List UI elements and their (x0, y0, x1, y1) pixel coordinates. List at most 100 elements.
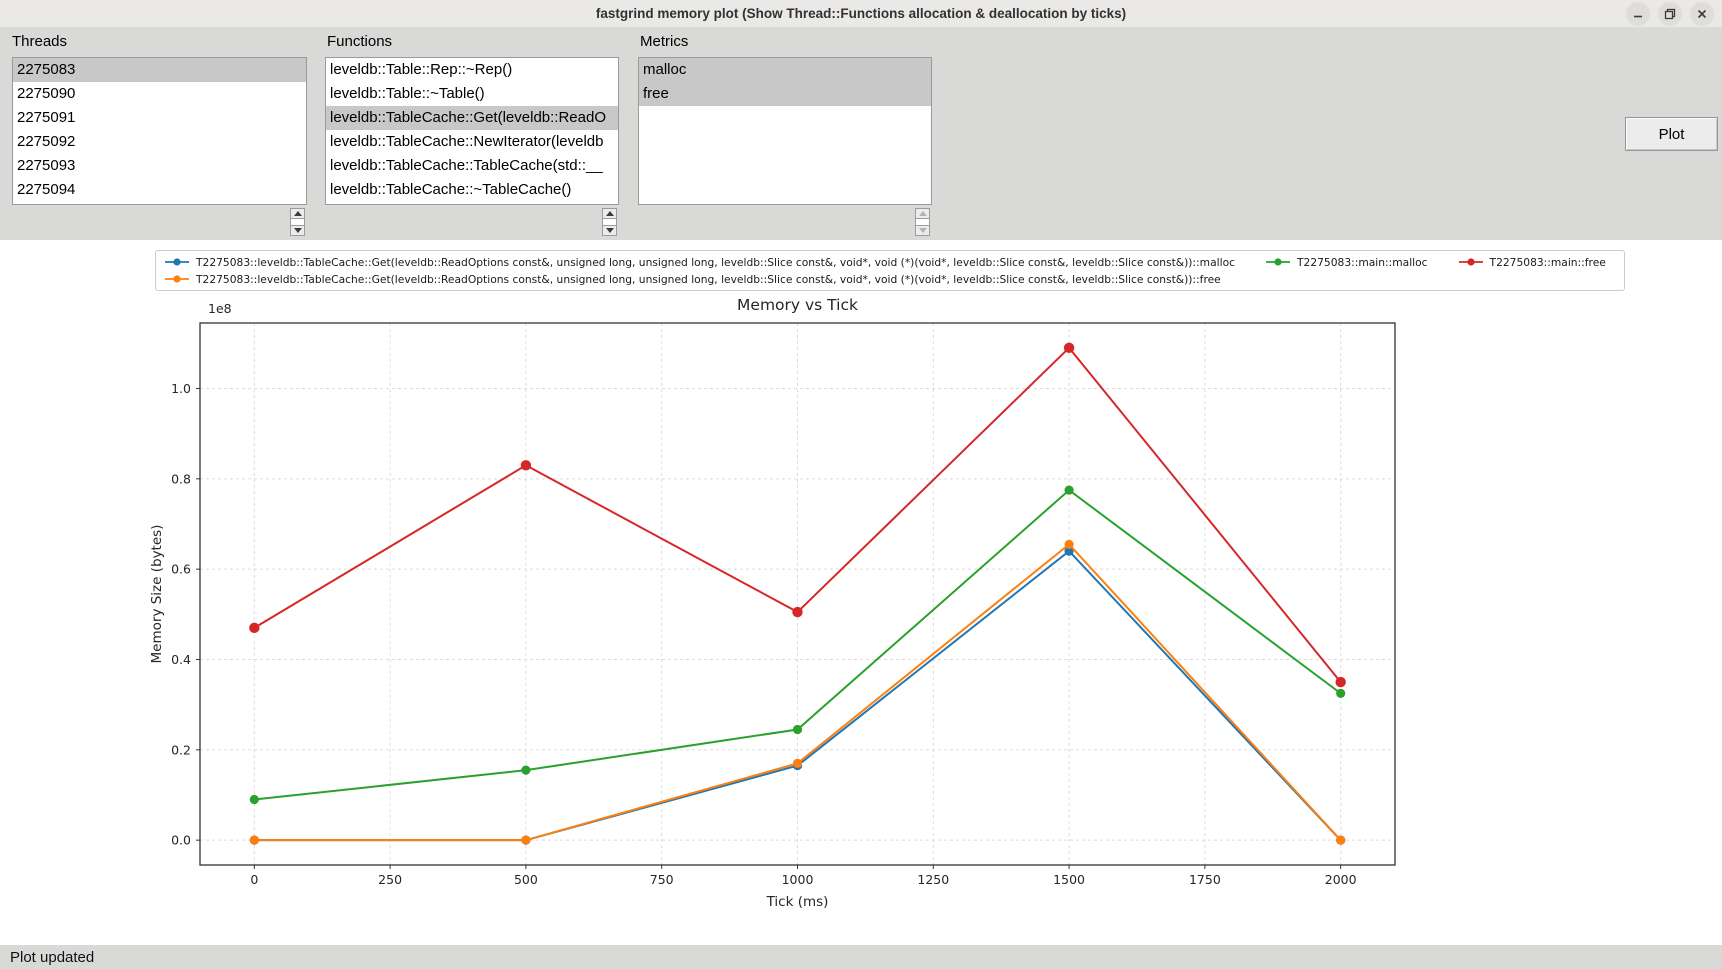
thread-list-item[interactable]: 2275093 (17, 157, 76, 174)
legend-column: T2275083::main::free (1458, 255, 1606, 269)
legend-column: T2275083::main::malloc (1265, 255, 1428, 269)
scroll-trough[interactable] (290, 219, 305, 225)
minimize-icon (1634, 15, 1642, 17)
arrow-down-icon (918, 228, 927, 233)
x-tick-label: 1000 (782, 872, 814, 887)
plot-button[interactable]: Plot (1625, 117, 1718, 151)
legend-column: T2275083::leveldb::TableCache::Get(level… (164, 255, 1235, 286)
thread-list-item[interactable]: 2275092 (17, 133, 76, 150)
series-line (254, 488, 1342, 801)
x-tick-label: 1500 (1053, 872, 1085, 887)
legend-marker-icon (165, 275, 189, 283)
legend-entry: T2275083::main::free (1458, 255, 1606, 269)
function-list-item[interactable]: leveldb::TableCache::~TableCache() (330, 181, 572, 198)
data-point (521, 835, 531, 845)
functions-listbox[interactable]: leveldb::Table::Rep::~Rep()leveldb::Tabl… (325, 57, 619, 205)
scroll-trough[interactable] (915, 219, 930, 225)
arrow-down-icon (293, 228, 302, 233)
metrics-listbox[interactable]: malloc free (638, 57, 932, 205)
thread-list-item[interactable]: 2275083 (13, 58, 306, 82)
data-point (1064, 485, 1074, 495)
scroll-trough[interactable] (602, 219, 617, 225)
scroll-up-button[interactable] (915, 208, 930, 219)
legend-entry: T2275083::leveldb::TableCache::Get(level… (164, 272, 1235, 286)
x-tick-label: 2000 (1325, 872, 1357, 887)
data-point (1336, 835, 1346, 845)
x-tick-label: 1250 (917, 872, 949, 887)
status-text: Plot updated (10, 948, 95, 966)
arrow-down-icon (605, 228, 614, 233)
metric-list-item[interactable]: free (639, 82, 931, 106)
data-point (1335, 676, 1346, 688)
threads-label: Threads (12, 33, 68, 50)
x-tick-label: 0 (250, 872, 258, 887)
status-bar: Plot updated (0, 945, 1722, 969)
functions-label: Functions (327, 33, 393, 50)
legend-label: T2275083::leveldb::TableCache::Get(level… (196, 272, 1221, 286)
data-point (249, 794, 259, 805)
scroll-up-button[interactable] (290, 208, 305, 219)
close-button[interactable] (1690, 1, 1714, 26)
y-tick-label: 0.6 (171, 562, 191, 577)
data-point (1063, 342, 1075, 354)
y-tick-label: 0.8 (171, 471, 191, 486)
legend-label: T2275083::leveldb::TableCache::Get(level… (196, 255, 1235, 269)
function-list-item[interactable]: leveldb::TableCache::Get(leveldb::ReadO (326, 106, 618, 130)
data-point (1064, 546, 1074, 556)
y-tick-label: 1.0 (171, 381, 191, 396)
x-tick-label: 1750 (1189, 872, 1221, 887)
function-list-item[interactable]: leveldb::Table::Rep::~Rep() (330, 61, 513, 78)
y-tick-label: 0.0 (171, 833, 191, 848)
memory-chart-svg: 0 250 500 750 1000 1250 1500 1750 2000 0.0 0.2 0.4 0… (149, 296, 1396, 910)
x-axis-label: Tick (ms) (766, 894, 829, 910)
plot-figure: T2275083::leveldb::TableCache::Get(level… (0, 240, 1722, 945)
function-list-item[interactable]: leveldb::TableCache::NewIterator(leveldb (330, 133, 604, 150)
y-tick-label: 0.2 (171, 742, 191, 757)
scroll-up-button[interactable] (602, 208, 617, 219)
data-point (792, 758, 803, 768)
close-icon (1697, 9, 1707, 18)
threads-listbox[interactable]: 2275083 2275090 2275091 2275092 2275093 22750… (12, 57, 307, 205)
x-tick-label: 500 (514, 872, 538, 887)
data-point (792, 606, 803, 618)
legend-entry: T2275083::main::malloc (1265, 255, 1428, 269)
thread-list-item[interactable]: 2275090 (17, 85, 76, 102)
legend-marker-icon (1458, 258, 1483, 266)
x-tick-label: 750 (650, 872, 674, 887)
data-point (520, 460, 532, 471)
window-controls (1626, 0, 1714, 27)
legend-marker-icon (165, 258, 189, 266)
thread-list-item[interactable]: 2275091 (17, 109, 76, 126)
x-tick-label: 250 (378, 872, 402, 887)
scroll-down-button[interactable] (602, 225, 617, 236)
function-list-item[interactable]: leveldb::Table::~Table() (330, 85, 485, 102)
metric-list-item[interactable]: malloc (639, 58, 931, 82)
functions-scrollbar[interactable] (602, 208, 617, 236)
metrics-label: Metrics (640, 33, 689, 50)
legend-label: T2275083::main::malloc (1297, 255, 1428, 269)
metrics-scrollbar[interactable] (915, 208, 930, 236)
function-list-item[interactable]: leveldb::TableCache::TableCache(std::__ (330, 157, 603, 174)
scroll-down-button[interactable] (915, 225, 930, 236)
scroll-down-button[interactable] (290, 225, 305, 236)
legend-label: T2275083::main::free (1489, 255, 1606, 269)
chart-title: Memory vs Tick (737, 296, 858, 314)
thread-list-item[interactable]: 2275094 (17, 181, 76, 198)
data-point (1064, 539, 1074, 549)
legend-entry: T2275083::leveldb::TableCache::Get(level… (164, 255, 1235, 269)
title-bar: fastgrind memory plot (Show Thread::Func… (0, 0, 1722, 28)
data-point (1336, 688, 1346, 698)
y-tick-label: 0.4 (171, 652, 191, 667)
y-scale-label: 1e8 (208, 301, 232, 316)
chart-legend: T2275083::leveldb::TableCache::Get(level… (155, 250, 1625, 291)
restore-icon (1664, 8, 1676, 19)
data-point (249, 835, 259, 845)
arrow-up-icon (918, 211, 927, 216)
data-point (521, 765, 531, 775)
threads-scrollbar[interactable] (290, 208, 305, 236)
data-point (249, 622, 260, 634)
window-title: fastgrind memory plot (Show Thread::Func… (595, 6, 1127, 21)
data-point (792, 724, 803, 735)
maximize-button[interactable] (1658, 1, 1682, 26)
minimize-button[interactable] (1626, 1, 1650, 26)
